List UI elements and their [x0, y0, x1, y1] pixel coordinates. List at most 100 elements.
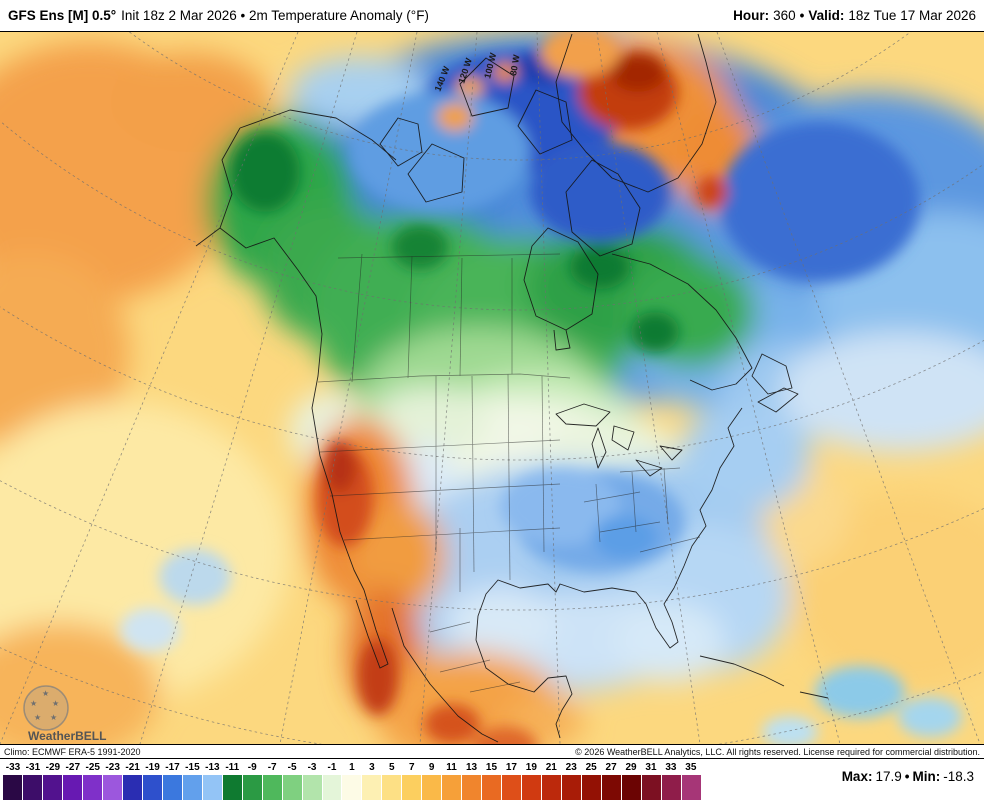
model-name: GFS Ens [M] 0.5° — [8, 8, 117, 23]
colorbar-tick: -19 — [145, 762, 160, 773]
colorbar-cell — [422, 775, 442, 800]
colorbar-tick: -25 — [85, 762, 100, 773]
colorbar-tick: -23 — [105, 762, 120, 773]
colorbar-tick: -31 — [25, 762, 41, 773]
colorbar-cell — [142, 775, 162, 800]
colorbar-cell — [102, 775, 122, 800]
meridian-label: 80 W — [508, 53, 522, 76]
climo-source: Climo: ECMWF ERA-5 1991-2020 — [4, 746, 141, 757]
colorbar-tick: -9 — [247, 762, 257, 773]
header: GFS Ens [M] 0.5° Init 18z 2 Mar 2026 • 2m… — [0, 0, 984, 32]
colorbar-cell — [282, 775, 302, 800]
colorbar-tick: -13 — [205, 762, 220, 773]
max-min-readout: Max: 17.9 • Min: -18.3 — [839, 769, 974, 784]
colorbar-tick: 13 — [465, 762, 478, 773]
hour-value: 360 — [773, 8, 796, 23]
svg-text:★: ★ — [50, 713, 57, 722]
colorbar-tick: 3 — [369, 762, 375, 773]
colorbar-tick: 33 — [665, 762, 677, 773]
colorbar: -33 -31 -29 -27 -25 -23 -21 -19 -17 -15 -13 -11 -9 -7… — [0, 759, 703, 800]
colorbar-tick: 7 — [408, 762, 415, 773]
colorbar-cell — [3, 775, 22, 800]
colorbar-cell — [442, 775, 462, 800]
colorbar-cell — [82, 775, 102, 800]
colorbar-cell — [642, 775, 661, 800]
colorbar-tick: 29 — [625, 762, 637, 773]
colorbar-cell — [22, 775, 42, 800]
coastlines — [195, 33, 829, 743]
colorbar-cell — [42, 775, 62, 800]
colorbar-tick: -17 — [165, 762, 180, 773]
colorbar-tick: 11 — [446, 762, 457, 773]
colorbar-cell — [562, 775, 582, 800]
svg-text:★: ★ — [30, 699, 37, 708]
colorbar-tick: 9 — [428, 762, 435, 773]
colorbar-tick: 27 — [605, 762, 617, 773]
colorbar-tick: 5 — [389, 762, 395, 773]
maxmin-bullet: • — [904, 769, 910, 784]
colorbar-tick: 35 — [685, 762, 697, 773]
colorbar-tick: 31 — [645, 762, 657, 773]
colorbar-tick: 19 — [525, 762, 537, 773]
colorbar-cell — [182, 775, 202, 800]
colorbar-cell — [622, 775, 641, 800]
colorbar-cell — [482, 775, 502, 800]
colorbar-cell — [582, 775, 602, 800]
colorbar-cell — [402, 775, 422, 800]
colorbar-tick: -27 — [65, 762, 80, 773]
valid-label: Valid: — [808, 8, 845, 23]
colorbar-cell — [322, 775, 342, 800]
valid-time-info: Hour: 360 • Valid: 18z Tue 17 Mar 2026 — [729, 8, 976, 23]
colorbar-tick: 17 — [505, 762, 517, 773]
colorbar-cell — [222, 775, 242, 800]
min-value: -18.3 — [943, 769, 974, 784]
colorbar-cell — [382, 775, 402, 800]
colorbar-tick: -21 — [125, 762, 140, 773]
colorbar-tick: 25 — [585, 762, 597, 773]
weather-map: 140 W 120 W 100 W 80 W — [0, 32, 984, 744]
colorbar-cell — [242, 775, 262, 800]
colorbar-cell — [122, 775, 142, 800]
product-subtitle: Init 18z 2 Mar 2026 • 2m Temperature Ano… — [121, 8, 429, 23]
star-icon: ★★ ★ ★ ★ — [30, 689, 59, 722]
colorbar-cell — [202, 775, 222, 800]
colorbar-cell — [502, 775, 522, 800]
svg-text:★: ★ — [42, 689, 49, 698]
colorbar-tick: -29 — [45, 762, 61, 773]
colorbar-tick: -1 — [327, 762, 337, 773]
colorbar-cell — [462, 775, 482, 800]
colorbar-cell — [661, 775, 681, 800]
svg-text:★: ★ — [52, 699, 59, 708]
valid-value: 18z Tue 17 Mar 2026 — [848, 8, 976, 23]
colorbar-tick: 23 — [565, 762, 577, 773]
min-label: Min: — [912, 769, 941, 784]
copyright-text: © 2026 WeatherBELL Analytics, LLC. All r… — [575, 746, 980, 757]
state-borders — [317, 253, 701, 693]
hour-label: Hour: — [733, 8, 770, 23]
colorbar-cell — [522, 775, 542, 800]
max-value: 17.9 — [875, 769, 902, 784]
colorbar-tick: -33 — [5, 762, 21, 773]
colorbar-tick: 15 — [485, 762, 498, 773]
max-label: Max: — [841, 769, 873, 784]
colorbar-cell — [62, 775, 82, 800]
colorbar-tick: 21 — [545, 762, 557, 773]
legend-bar: -33 -31 -29 -27 -25 -23 -21 -19 -17 -15 -13 -11 -9 -7… — [0, 759, 984, 808]
attribution-bar: Climo: ECMWF ERA-5 1991-2020 © 2026 Weat… — [0, 745, 984, 759]
colorbar-tick: -11 — [225, 762, 240, 773]
colorbar-cell — [602, 775, 622, 800]
graticule — [0, 32, 984, 744]
colorbar-tick: -15 — [185, 762, 200, 773]
colorbar-tick: 1 — [349, 762, 355, 773]
header-bullet: • — [799, 8, 805, 23]
svg-text:★: ★ — [34, 713, 41, 722]
colorbar-cell — [342, 775, 362, 800]
watermark-logo: ★★★ ★★ WeatherBELL Analytics LLC — [23, 685, 106, 743]
colorbar-labels: -33 -31 -29 -27 -25 -23 -21 -19 -17 -15 -13 -11 -9 -7… — [3, 762, 701, 773]
colorbar-tick: -3 — [307, 762, 317, 773]
colorbar-cell — [542, 775, 562, 800]
colorbar-tick: -7 — [267, 762, 277, 773]
watermark-title: WeatherBELL — [28, 729, 106, 743]
colorbar-cell — [362, 775, 382, 800]
